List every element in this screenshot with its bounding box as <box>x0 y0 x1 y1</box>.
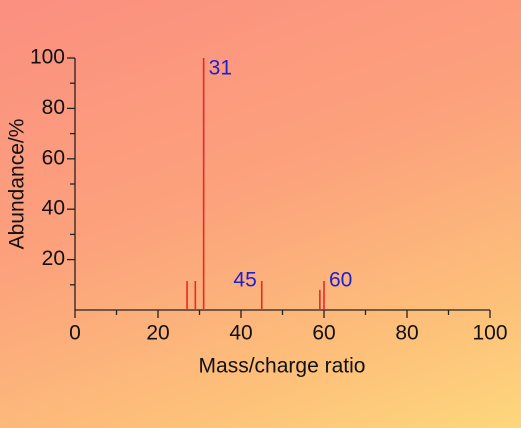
y-tick-label: 60 <box>42 146 65 169</box>
peak-label: 31 <box>209 57 232 80</box>
x-tick-label: 0 <box>69 322 81 345</box>
peak-label: 45 <box>233 269 256 292</box>
x-tick-label: 100 <box>472 322 507 345</box>
x-axis-title: Mass/charge ratio <box>199 355 366 378</box>
y-axis-title: Abundance/% <box>6 119 29 250</box>
y-tick-label: 40 <box>42 197 65 220</box>
y-tick-label: 100 <box>30 46 65 69</box>
x-tick-label: 60 <box>312 322 335 345</box>
y-tick-label: 80 <box>42 96 65 119</box>
x-tick-label: 20 <box>146 322 169 345</box>
x-tick-label: 40 <box>229 322 252 345</box>
y-tick-label: 20 <box>42 247 65 270</box>
peak-label: 60 <box>329 269 352 292</box>
x-tick-label: 80 <box>395 322 418 345</box>
